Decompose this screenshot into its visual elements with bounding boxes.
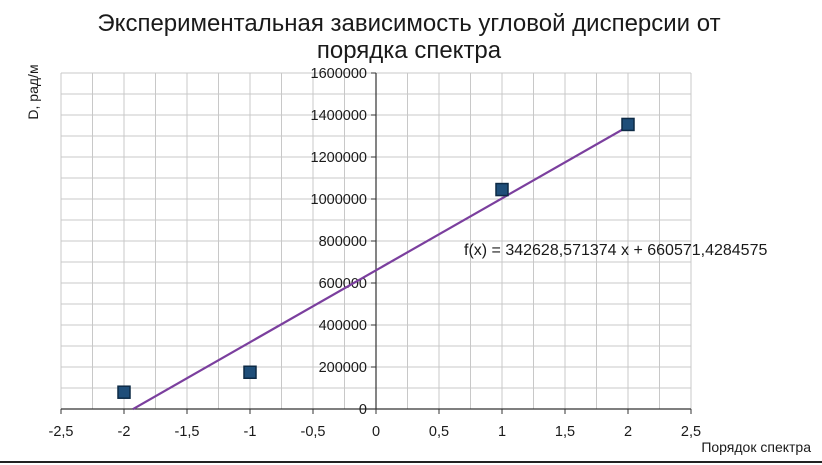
x-tick-label: -2: [118, 424, 131, 440]
y-tick-label: 1200000: [311, 150, 367, 166]
y-tick-label: 0: [359, 402, 367, 418]
y-tick-label: 1600000: [311, 66, 367, 82]
tick-labels: -2,5 -2 -1,5 -1 -0,5 0 0,5 1 1,5 2 2,5 0 200000 40000…: [49, 66, 702, 440]
y-tick-label: 400000: [319, 318, 367, 334]
trendline: [132, 125, 629, 411]
chart-title-line-1: Экспериментальная зависимость угловой ди…: [97, 10, 720, 37]
y-tick-label: 200000: [319, 360, 367, 376]
x-tick-label: 0: [372, 424, 380, 440]
x-tick-label: 0,5: [429, 424, 449, 440]
x-tick-label: 2,5: [681, 424, 701, 440]
trendline-group: [132, 125, 629, 411]
data-point: [243, 365, 257, 379]
x-tick-label: -1,5: [175, 424, 200, 440]
x-axis-label: Порядок спектра: [701, 439, 811, 455]
y-tick-label: 600000: [319, 276, 367, 292]
x-tick-label: 2: [624, 424, 632, 440]
y-tick-label: 1000000: [311, 192, 367, 208]
y-tick-label: 1400000: [311, 108, 367, 124]
data-point: [621, 117, 635, 132]
bottom-divider: [0, 461, 822, 463]
x-tick-label: 1,5: [555, 424, 575, 440]
x-tick-label: 1: [498, 424, 506, 440]
x-tick-label: -2,5: [49, 424, 74, 440]
x-tick-label: -0,5: [301, 424, 326, 440]
data-points: [117, 117, 635, 399]
data-point: [495, 182, 509, 197]
y-axis-label: D, рад/м: [25, 64, 41, 119]
trendline-equation: f(x) = 342628,571374 x + 660571,4284575: [464, 242, 767, 259]
y-tick-label: 800000: [319, 234, 367, 250]
data-point: [117, 385, 131, 399]
chart-title-line-2: порядка спектра: [317, 37, 502, 64]
x-tick-label: -1: [244, 424, 257, 440]
axes: [60, 72, 692, 414]
